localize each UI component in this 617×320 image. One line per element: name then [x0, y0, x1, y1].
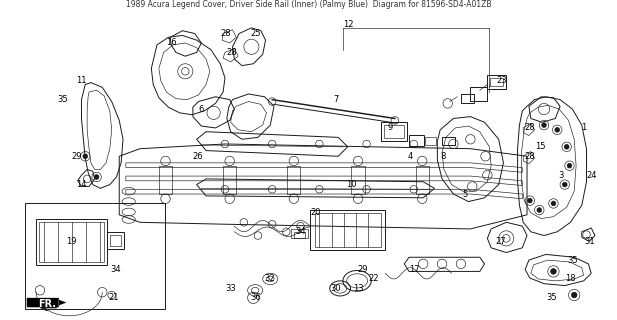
Text: 21: 21 [108, 293, 118, 302]
Bar [487, 75, 507, 89]
Bar [223, 166, 236, 194]
Circle shape [563, 182, 567, 187]
Circle shape [537, 208, 542, 212]
Text: 16: 16 [167, 38, 177, 47]
Bar [294, 232, 305, 238]
Circle shape [555, 127, 560, 132]
Text: 35: 35 [57, 95, 68, 104]
Bar [384, 125, 404, 138]
Bar [416, 166, 429, 194]
Text: 8: 8 [440, 152, 445, 161]
Text: 28: 28 [226, 48, 236, 57]
Text: 28: 28 [524, 124, 535, 132]
Text: 14: 14 [76, 180, 86, 189]
Bar [425, 137, 436, 145]
Bar [25, 204, 165, 309]
Bar [288, 166, 300, 194]
Text: 32: 32 [265, 275, 275, 284]
Text: 3: 3 [558, 171, 563, 180]
Circle shape [528, 198, 532, 203]
Circle shape [83, 154, 88, 159]
Text: FR.: FR. [38, 299, 56, 308]
Bar [159, 166, 172, 194]
Text: 27: 27 [496, 237, 507, 246]
Text: 4: 4 [408, 152, 413, 161]
Text: 34: 34 [110, 265, 120, 274]
Circle shape [550, 268, 557, 274]
Text: 36: 36 [251, 293, 261, 302]
Circle shape [551, 201, 556, 206]
Text: 22: 22 [368, 275, 379, 284]
Text: 15: 15 [536, 142, 546, 151]
Text: 28: 28 [524, 152, 535, 161]
Text: 25: 25 [251, 29, 261, 38]
Text: 1989 Acura Legend Cover, Driver Side Rail (Inner) (Palmy Blue)  Diagram for 8159: 1989 Acura Legend Cover, Driver Side Rai… [126, 0, 491, 9]
Text: 26: 26 [193, 152, 204, 161]
Bar [409, 134, 424, 146]
Text: 17: 17 [409, 265, 420, 274]
Text: 6: 6 [199, 105, 204, 114]
Bar [39, 222, 104, 262]
Text: 9: 9 [387, 124, 392, 132]
Bar [310, 210, 386, 250]
Text: 20: 20 [310, 208, 320, 217]
Bar [107, 232, 124, 249]
Text: 30: 30 [331, 284, 341, 293]
Text: 31: 31 [584, 237, 595, 246]
Polygon shape [27, 298, 67, 307]
Bar [461, 94, 474, 103]
Text: 29: 29 [357, 265, 368, 274]
Bar [291, 229, 308, 238]
Bar [315, 213, 381, 247]
Bar [470, 87, 487, 100]
Circle shape [565, 144, 569, 149]
Text: 5: 5 [462, 189, 467, 198]
Text: 35: 35 [546, 293, 557, 302]
Text: 7: 7 [334, 95, 339, 104]
Text: 28: 28 [220, 29, 231, 38]
Text: 33: 33 [225, 284, 236, 293]
Bar [352, 166, 365, 194]
Circle shape [94, 175, 99, 180]
Bar [110, 235, 121, 246]
Text: 1: 1 [581, 124, 586, 132]
Circle shape [567, 163, 572, 168]
Text: 29: 29 [71, 152, 81, 161]
Bar [36, 220, 107, 265]
Bar [491, 78, 503, 86]
Text: 12: 12 [343, 20, 354, 28]
Text: 23: 23 [497, 76, 507, 85]
Text: 19: 19 [67, 237, 77, 246]
Circle shape [542, 123, 547, 127]
Text: 35: 35 [568, 256, 578, 265]
Text: 24: 24 [587, 171, 597, 180]
Text: 10: 10 [346, 180, 356, 189]
Text: 34: 34 [296, 227, 307, 236]
Circle shape [571, 292, 577, 298]
Bar [442, 137, 455, 145]
Bar [381, 122, 407, 141]
Text: 18: 18 [565, 275, 576, 284]
Text: 11: 11 [76, 76, 86, 85]
Text: 13: 13 [354, 284, 364, 293]
